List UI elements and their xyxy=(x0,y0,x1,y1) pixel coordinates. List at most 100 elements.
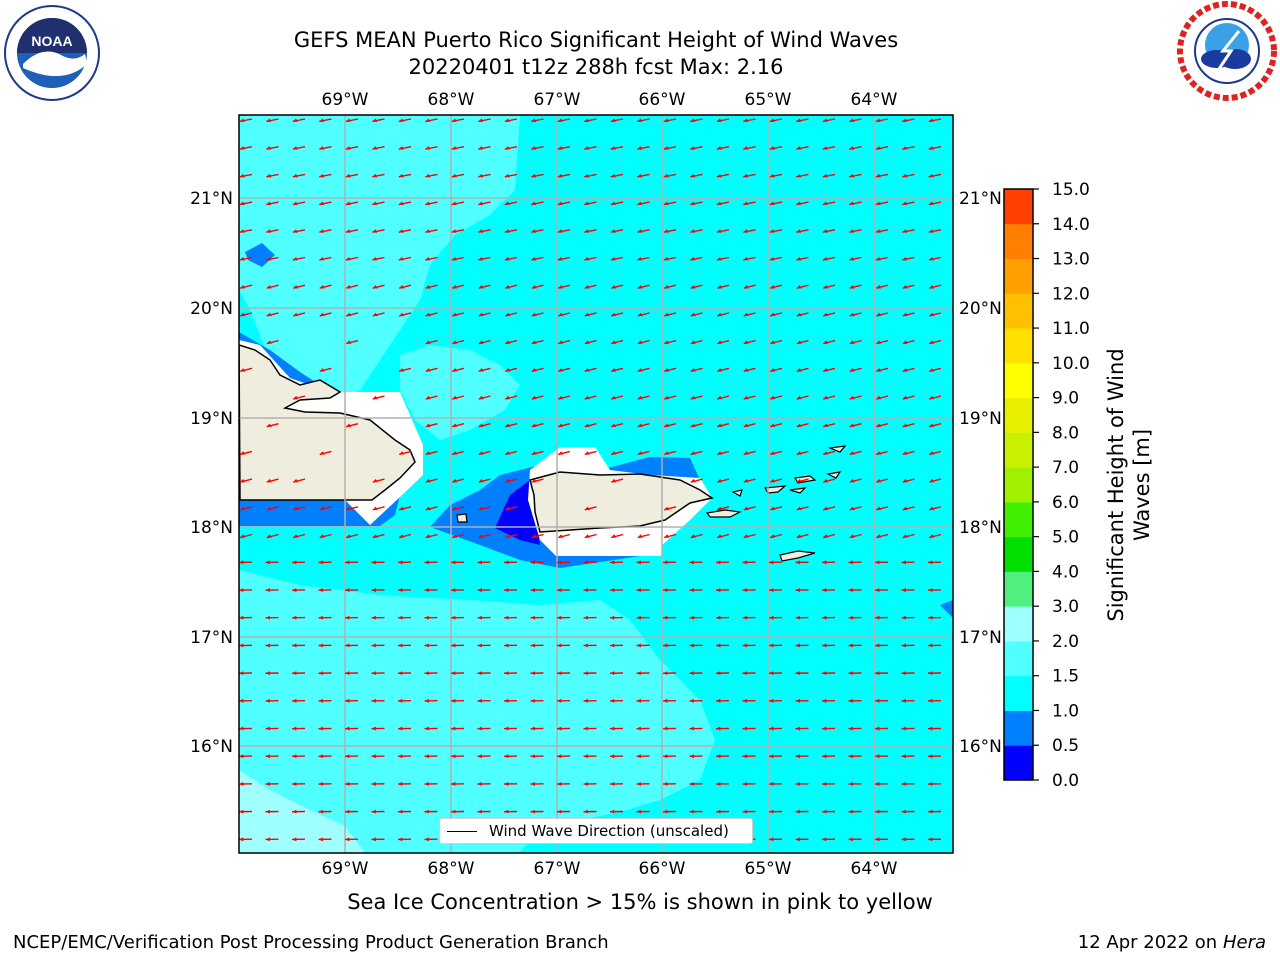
virgin-islands xyxy=(826,471,842,479)
wind-wave-arrowhead xyxy=(530,782,535,786)
wind-wave-arrowhead xyxy=(717,285,723,289)
wind-wave-arrowhead xyxy=(240,506,246,511)
wind-wave-arrowhead xyxy=(769,809,774,814)
wind-wave-arrowhead xyxy=(398,560,403,565)
wind-wave-arrowhead xyxy=(875,256,881,261)
wind-wave-arrowhead xyxy=(531,146,537,150)
lat-tick-label-left: 18°N xyxy=(190,518,233,538)
wind-wave-arrowhead xyxy=(371,726,376,731)
wind-wave-arrowhead xyxy=(743,506,749,511)
wind-wave-arrowhead xyxy=(239,754,244,759)
wind-wave-arrowhead xyxy=(901,809,906,814)
lat-tick-label-left: 20°N xyxy=(190,299,233,319)
hispaniola-land xyxy=(239,344,416,501)
wind-wave-arrowhead xyxy=(611,423,617,427)
wind-wave-arrowhead xyxy=(425,312,431,317)
gridlines xyxy=(239,115,953,853)
wind-wave-arrowhead xyxy=(795,588,800,592)
wind-wave-arrowhead xyxy=(451,754,456,759)
wind-wave-arrowhead xyxy=(371,698,376,703)
wind-wave-arrowhead xyxy=(928,229,934,233)
wind-wave-arrowhead xyxy=(796,285,802,289)
wind-wave-arrowhead xyxy=(557,809,562,814)
wind-wave-arrowhead xyxy=(398,671,403,676)
wind-wave-arrowhead xyxy=(531,229,537,233)
wind-wave-arrowhead xyxy=(637,312,643,317)
wind-wave-arrowhead xyxy=(398,229,404,233)
wind-wave-arrowhead xyxy=(583,671,588,676)
wind-wave-arrowhead xyxy=(318,643,323,648)
wind-wave-arrowhead xyxy=(372,534,378,538)
wind-wave-arrowhead xyxy=(742,671,747,676)
wind-wave-arrowhead xyxy=(425,534,431,538)
wind-wave-arrowhead xyxy=(239,643,244,648)
wind-wave-arrowhead xyxy=(583,643,588,648)
wind-wave-arrowhead xyxy=(345,146,351,150)
wind-wave-arrowhead xyxy=(451,726,456,731)
wind-wave-arrowhead xyxy=(266,173,272,178)
wind-wave-arrowhead xyxy=(452,312,458,317)
wind-wave-arrowhead xyxy=(425,340,431,344)
wind-wave-arrowhead xyxy=(663,809,668,814)
wind-wave-arrowhead xyxy=(505,506,511,511)
wind-wave-arrowhead xyxy=(505,478,511,483)
wind-wave-arrowhead xyxy=(345,643,350,648)
wind-wave-arrowhead xyxy=(796,478,802,483)
wind-wave-arrowhead xyxy=(371,837,376,842)
wind-wave-arrowhead xyxy=(902,256,908,261)
wind-wave-arrowhead xyxy=(796,173,802,178)
wind-wave-arrowhead xyxy=(292,118,298,123)
colorbar-tick-label: 7.0 xyxy=(1052,458,1079,478)
wind-wave-arrowhead xyxy=(239,560,244,565)
wind-wave-arrowhead xyxy=(345,256,351,261)
wind-wave-arrowhead xyxy=(265,782,270,786)
wind-wave-arrowhead xyxy=(398,809,403,814)
wind-wave-arrowhead xyxy=(372,229,378,233)
wind-wave-arrowhead xyxy=(876,340,882,344)
wind-wave-arrowhead xyxy=(239,671,244,676)
wind-wave-arrowhead xyxy=(293,395,299,400)
wind-wave-arrowhead xyxy=(875,809,880,814)
wind-wave-arrowhead xyxy=(478,534,484,538)
colorbar-tick-label: 11.0 xyxy=(1052,319,1090,339)
wind-wave-arrowhead xyxy=(770,285,776,289)
wind-wave-arrowhead xyxy=(266,312,272,317)
wind-wave-arrowhead xyxy=(425,229,431,233)
wind-wave-arrowhead xyxy=(875,782,880,786)
wind-wave-arrowhead xyxy=(292,698,297,703)
wind-wave-arrowhead xyxy=(928,588,933,592)
colorbar-tick-label: 0.5 xyxy=(1052,736,1079,756)
wind-wave-arrowhead xyxy=(796,312,802,317)
wind-wave-arrowhead xyxy=(716,201,722,206)
wind-wave-arrowhead xyxy=(690,368,696,372)
wind-wave-arrowhead xyxy=(716,782,721,786)
wind-wave-arrowhead xyxy=(557,146,563,150)
colorbar-segment xyxy=(1004,606,1033,642)
wind-wave-arrowhead xyxy=(425,146,431,150)
wind-wave-arrowhead xyxy=(849,451,855,455)
wind-wave-arrowhead xyxy=(663,173,669,178)
wind-wave-arrowhead xyxy=(716,146,722,150)
wind-wave-arrowhead xyxy=(504,809,509,814)
wind-wave-arrowhead xyxy=(875,615,880,620)
wind-wave-arrowhead xyxy=(371,671,376,676)
colorbar-segment xyxy=(1004,397,1033,433)
wind-wave-arrowhead xyxy=(822,201,828,206)
wind-wave-arrowhead xyxy=(742,754,747,759)
wind-wave-arrowhead xyxy=(822,560,827,565)
wind-wave-arrowhead xyxy=(584,146,590,150)
wind-wave-arrowhead xyxy=(849,173,855,178)
wind-wave-arrowhead xyxy=(770,368,776,372)
wind-wave-arrowhead xyxy=(478,256,484,261)
wind-wave-arrowhead xyxy=(266,478,272,483)
wind-wave-arrowhead xyxy=(663,560,668,565)
wind-wave-arrowhead xyxy=(558,395,564,400)
wind-wave-arrowhead xyxy=(743,451,749,455)
wind-wave-arrowhead xyxy=(558,423,564,427)
wind-wave-arrowhead xyxy=(636,560,641,565)
wind-wave-arrowhead xyxy=(346,312,352,317)
wind-wave-arrowhead xyxy=(689,698,694,703)
wind-wave-arrowhead xyxy=(848,698,853,703)
wind-wave-arrowhead xyxy=(611,451,617,455)
wind-wave-arrowhead xyxy=(293,312,299,317)
